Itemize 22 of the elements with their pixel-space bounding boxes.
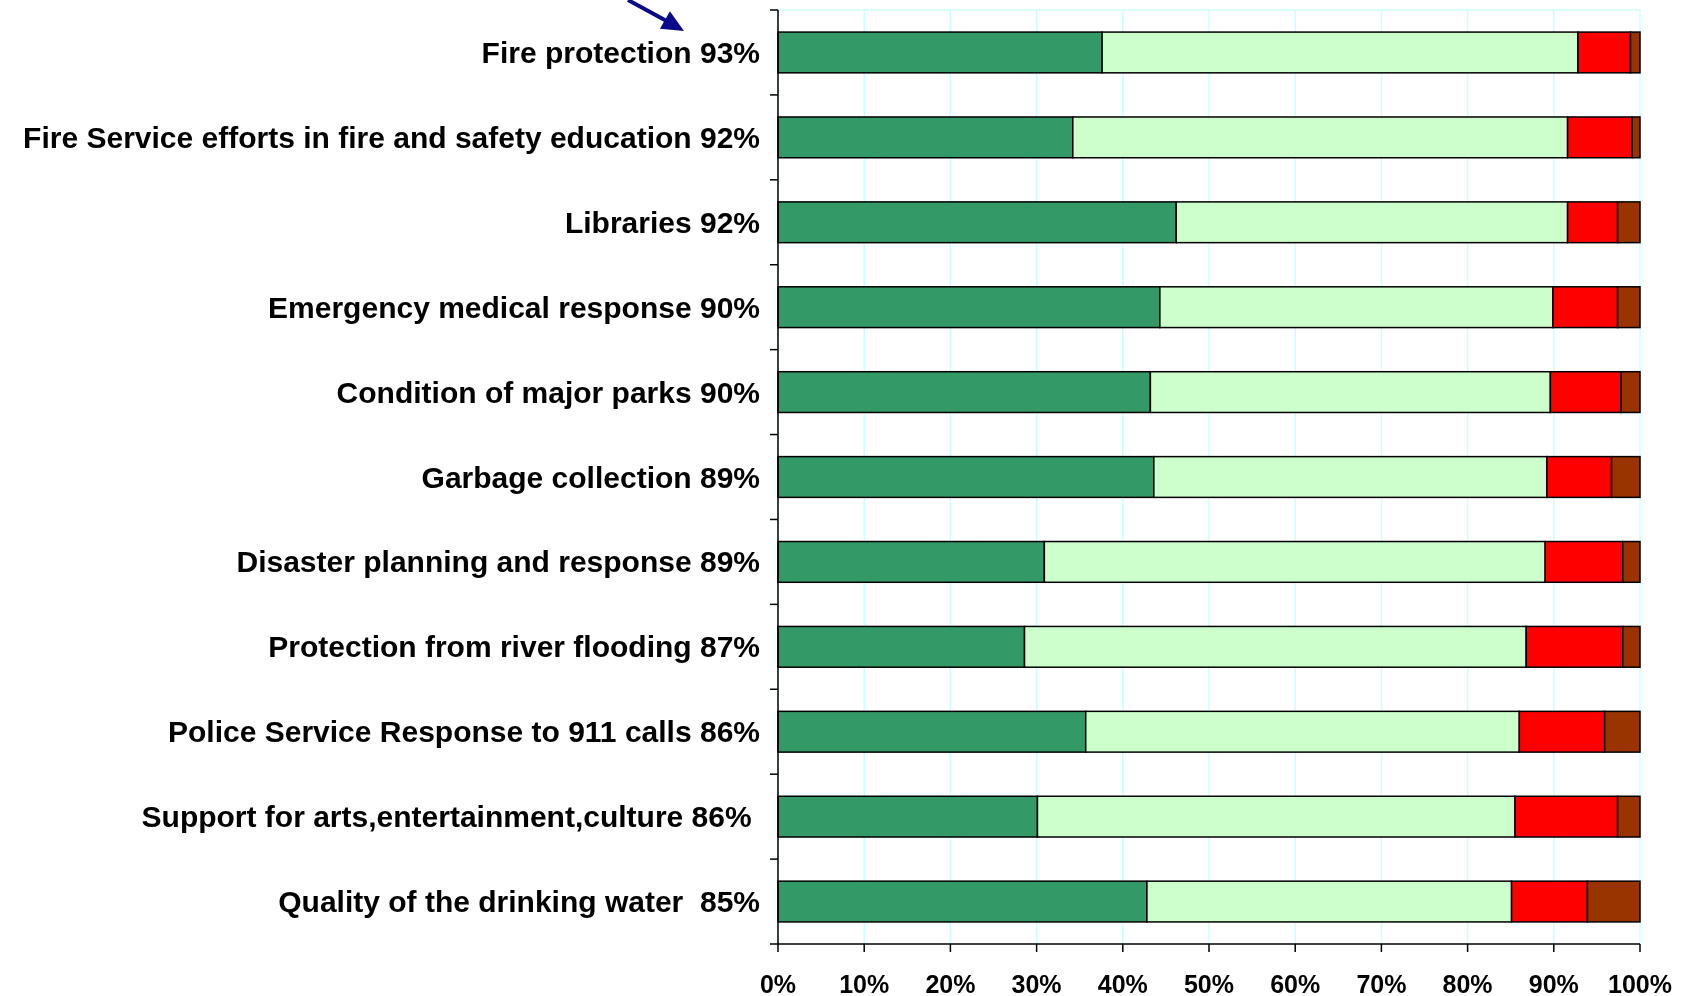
y-tick-label: Protection from river flooding 87% <box>268 630 760 664</box>
x-tick-label: 40% <box>1097 970 1148 996</box>
y-tick-label: Fire protection 93% <box>481 35 760 69</box>
y-tick-label: Police Service Response to 911 calls 86% <box>167 715 760 749</box>
x-tick-label: 20% <box>925 970 976 996</box>
y-tick-label: Emergency medical response 90% <box>268 290 760 324</box>
y-tick-label: Fire Service efforts in fire and safety education 92% <box>23 120 760 154</box>
x-tick-label: 0% <box>759 970 797 996</box>
x-tick-label: 70% <box>1356 970 1407 996</box>
y-tick-label: Garbage collection 89% <box>421 460 760 494</box>
x-tick-label: 90% <box>1528 970 1579 996</box>
x-tick-label: 10% <box>839 970 890 996</box>
x-tick-label: 100% <box>1608 970 1672 996</box>
y-tick-label: Condition of major parks 90% <box>336 375 760 409</box>
y-tick-label: Disaster planning and response 89% <box>236 545 760 579</box>
y-tick-label: Quality of the drinking water 85% <box>278 885 760 919</box>
y-tick-label: Libraries 92% <box>564 205 760 239</box>
y-tick-label: Support for arts,entertainment,culture 86% <box>141 800 760 834</box>
x-tick-label: 30% <box>1011 970 1062 996</box>
x-tick-label: 80% <box>1442 970 1493 996</box>
x-tick-label: 60% <box>1270 970 1321 996</box>
x-tick-label: 50% <box>1183 970 1235 996</box>
